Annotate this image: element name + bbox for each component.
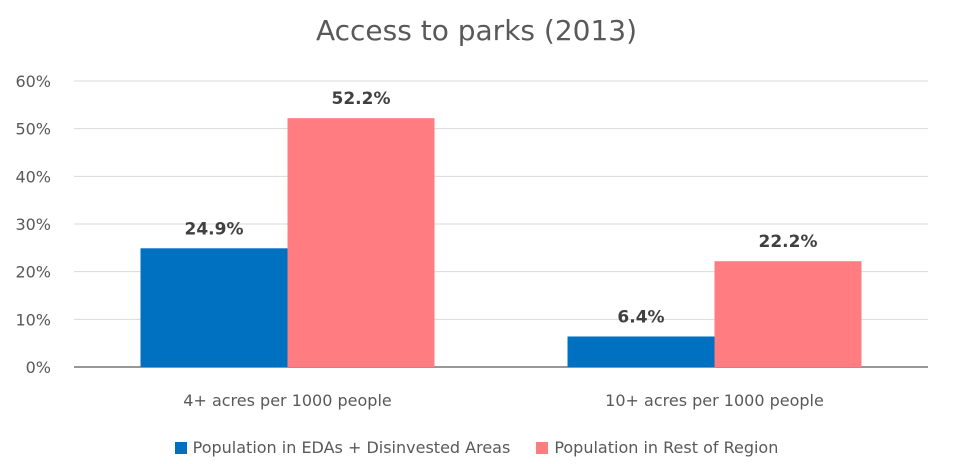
data-label: 22.2% — [759, 232, 818, 252]
bars — [140, 118, 862, 368]
y-tick-label: 30% — [15, 215, 51, 234]
data-labels: 24.9% 52.2% 6.4% 22.2% — [185, 89, 818, 327]
x-category-label: 4+ acres per 1000 people — [183, 391, 391, 410]
bar — [287, 118, 435, 368]
legend-label: Population in Rest of Region — [554, 438, 779, 457]
bar — [714, 261, 862, 367]
y-tick-label: 50% — [15, 120, 51, 139]
legend-swatch — [536, 441, 549, 454]
legend-label: Population in EDAs + Disinvested Areas — [192, 438, 511, 457]
x-axis-category-labels: 4+ acres per 1000 people 10+ acres per 10… — [183, 391, 824, 410]
bar — [140, 248, 288, 367]
x-category-label: 10+ acres per 1000 people — [605, 391, 824, 410]
bar — [567, 336, 715, 367]
legend-item: Population in Rest of Region — [536, 438, 778, 457]
y-tick-label: 60% — [15, 72, 51, 91]
y-tick-label: 20% — [15, 263, 51, 282]
chart-title: Access to parks (2013) — [315, 14, 637, 47]
y-axis-tick-labels: 0% 10% 20% 30% 40% 50% 60% — [15, 72, 51, 377]
y-tick-label: 40% — [15, 167, 51, 186]
legend-item: Population in EDAs + Disinvested Areas — [174, 438, 511, 457]
bar-chart: 0% 10% 20% 30% 40% 50% 60% 24.9% 52.2% 6.4% 22.2%… — [15, 72, 928, 410]
legend: Population in EDAs + Disinvested Areas Po… — [0, 438, 953, 457]
data-label: 6.4% — [617, 307, 664, 327]
data-label: 24.9% — [185, 219, 244, 239]
data-label: 52.2% — [332, 89, 391, 109]
legend-swatch — [174, 441, 187, 454]
y-tick-label: 10% — [15, 310, 51, 329]
y-tick-label: 0% — [26, 358, 51, 377]
